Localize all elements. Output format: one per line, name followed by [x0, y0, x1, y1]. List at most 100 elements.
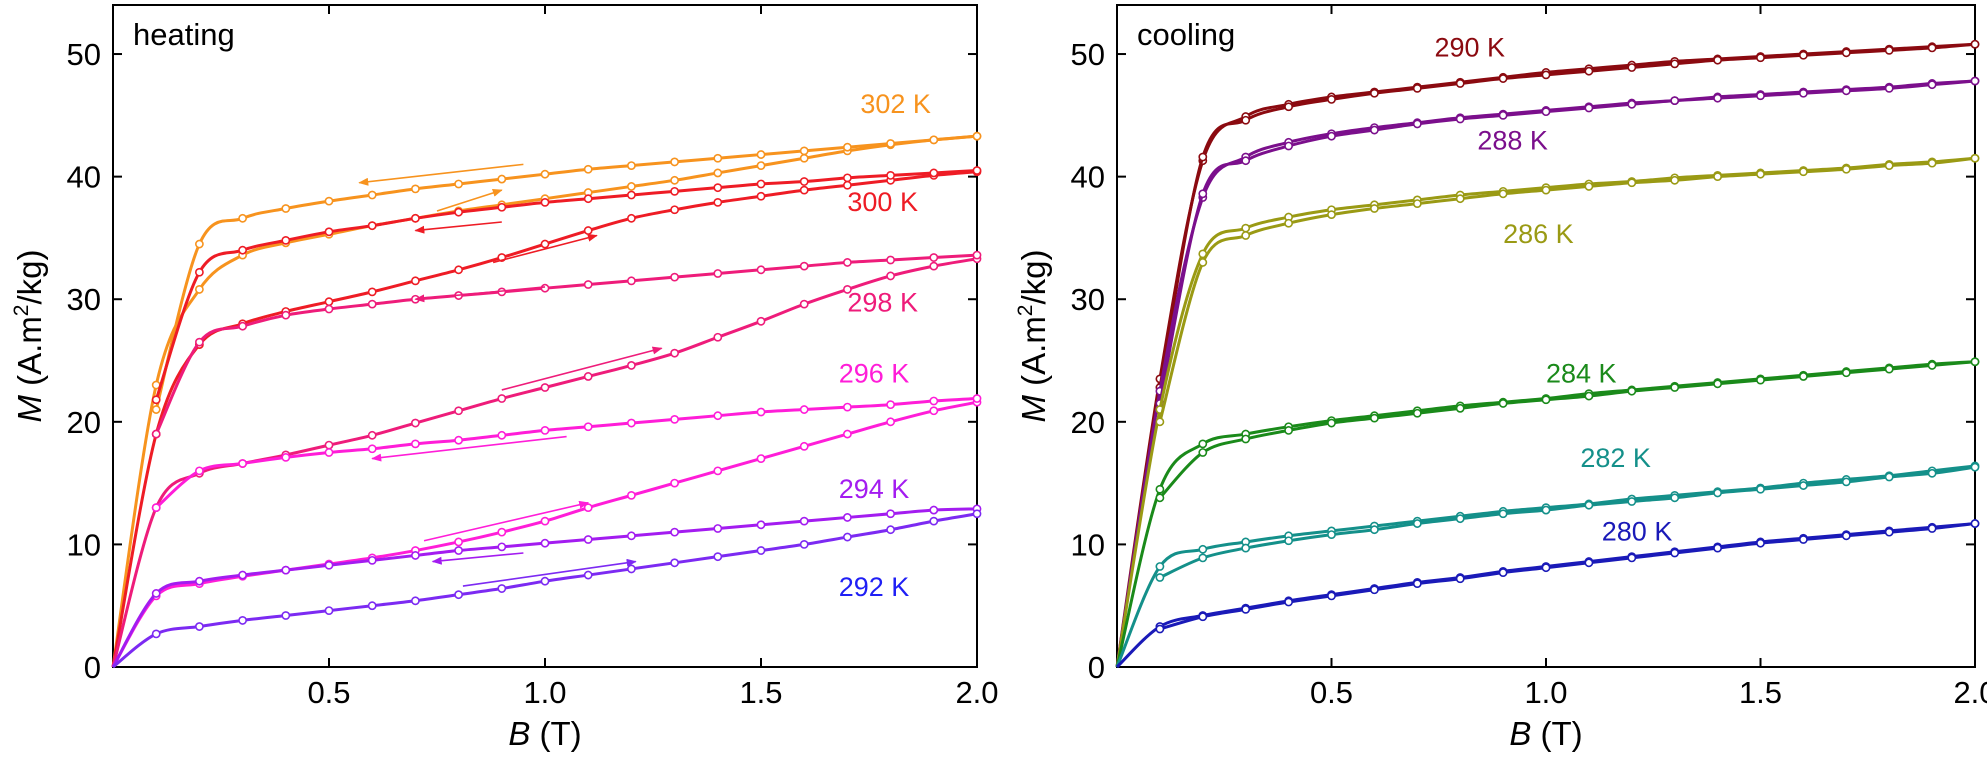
data-point — [713, 269, 723, 278]
data-point — [1155, 484, 1165, 494]
data-point — [1155, 417, 1165, 427]
data-point — [756, 265, 766, 275]
data-point — [1670, 175, 1680, 185]
x-axis-unit: (T) — [1531, 715, 1582, 752]
data-point — [1498, 568, 1508, 578]
data-point — [1327, 530, 1336, 539]
data-point — [1155, 562, 1165, 571]
data-point — [756, 454, 766, 463]
data-point — [1412, 579, 1422, 589]
series-288-K: 288 K — [1115, 76, 1980, 668]
data-point — [670, 175, 679, 185]
data-point — [799, 185, 809, 195]
data-point — [497, 394, 507, 403]
series-280-K: 280 K — [1115, 517, 1980, 669]
data-point — [1284, 425, 1293, 435]
data-point — [1198, 258, 1208, 267]
data-point — [1412, 519, 1422, 528]
y-axis-unit: (A.m — [11, 316, 48, 395]
data-point — [670, 157, 679, 167]
y-tick-label: 40 — [1071, 160, 1105, 195]
series-286-K: 286 K — [1115, 153, 1980, 668]
data-point — [799, 405, 809, 414]
data-point — [1970, 519, 1980, 528]
data-point — [281, 235, 291, 245]
data-point — [540, 516, 550, 526]
data-point — [627, 361, 636, 370]
data-point — [238, 321, 247, 331]
data-point — [1884, 83, 1894, 93]
data-point — [281, 565, 291, 575]
y-tick-label: 0 — [1088, 650, 1105, 685]
data-point — [281, 611, 291, 620]
data-point — [1198, 189, 1208, 199]
x-tick-label: 0.5 — [1310, 675, 1353, 710]
data-point — [1241, 543, 1251, 553]
data-point — [1627, 178, 1637, 188]
data-point — [540, 383, 550, 392]
sweep-arrow — [431, 552, 524, 565]
data-point — [756, 179, 766, 189]
data-point — [238, 245, 247, 255]
data-point — [1841, 531, 1851, 541]
data-point — [627, 182, 636, 191]
data-point — [238, 459, 247, 468]
data-point — [929, 516, 939, 526]
data-point — [497, 542, 507, 552]
data-point — [1584, 500, 1594, 510]
data-point — [929, 505, 939, 515]
data-point — [1412, 199, 1422, 208]
x-tick-label: 2.0 — [1953, 675, 1987, 710]
data-point — [670, 186, 679, 196]
data-point — [497, 174, 507, 184]
curve-label: 294 K — [839, 474, 910, 504]
data-point — [1627, 99, 1637, 109]
data-point — [1841, 368, 1851, 378]
data-point — [1241, 156, 1251, 166]
data-point — [583, 226, 593, 235]
data-point — [1155, 624, 1165, 634]
data-point — [1155, 573, 1165, 582]
data-point — [1970, 153, 1980, 163]
data-point — [1713, 55, 1722, 65]
data-point — [1799, 50, 1808, 60]
y-tick-label: 10 — [1071, 527, 1105, 562]
data-point — [1670, 493, 1680, 503]
data-point — [194, 337, 204, 347]
data-point — [843, 532, 852, 542]
data-point — [670, 558, 679, 568]
data-point — [1198, 448, 1208, 457]
data-point — [367, 444, 377, 454]
series-line — [111, 134, 978, 668]
data-point — [627, 276, 636, 286]
data-point — [1756, 484, 1765, 494]
data-point — [583, 570, 593, 580]
series-290-K: 290 K — [1115, 32, 1980, 668]
x-tick-label: 0.5 — [307, 675, 350, 710]
data-point — [929, 135, 939, 145]
data-point — [972, 509, 982, 519]
data-point — [1927, 43, 1937, 53]
data-point — [1198, 544, 1208, 554]
data-point — [799, 540, 809, 549]
data-point — [281, 310, 291, 320]
data-point — [713, 552, 723, 562]
y-tick-label: 50 — [1071, 37, 1105, 72]
data-point — [367, 190, 377, 200]
data-point — [367, 221, 377, 231]
data-point — [151, 629, 161, 639]
data-point — [1327, 591, 1336, 601]
data-point — [1498, 74, 1508, 83]
data-point — [1370, 525, 1379, 535]
data-point — [583, 503, 593, 513]
x-tick-label: 2.0 — [955, 675, 998, 710]
data-point — [1241, 604, 1251, 614]
data-point — [497, 202, 507, 212]
data-point — [1198, 553, 1208, 563]
data-point — [1455, 79, 1465, 88]
data-point — [1498, 189, 1508, 199]
sweep-arrow — [462, 558, 637, 587]
data-point — [1927, 158, 1937, 168]
data-point — [713, 197, 723, 207]
